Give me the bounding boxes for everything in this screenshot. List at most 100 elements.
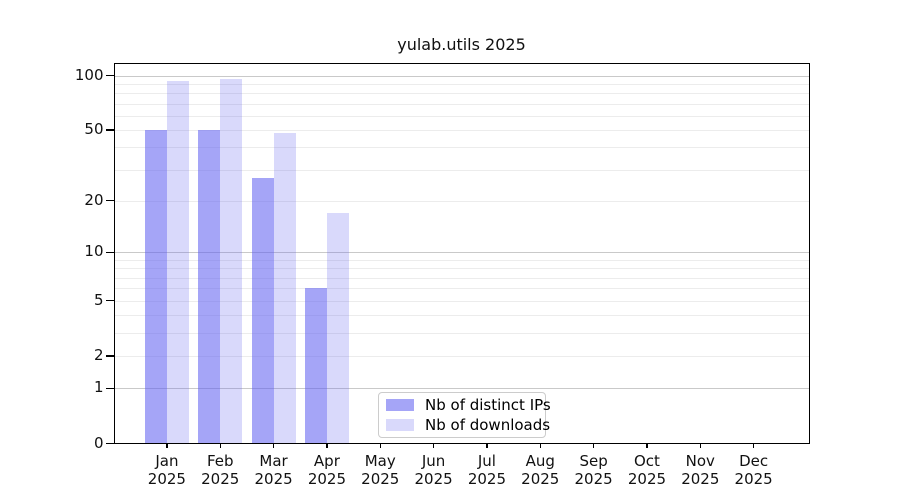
year-label: 2025 xyxy=(521,469,560,488)
year-label: 2025 xyxy=(361,469,400,488)
bar-downloads xyxy=(326,213,349,444)
month-label: Apr xyxy=(313,451,340,470)
x-tick-mark xyxy=(326,443,328,448)
minor-gridline xyxy=(113,259,810,261)
y-tick-label: 50 xyxy=(84,119,104,138)
bar-downloads xyxy=(220,78,243,444)
y-tick-label: 10 xyxy=(84,242,104,261)
minor-gridline xyxy=(113,115,810,117)
minor-gridline xyxy=(113,300,810,302)
x-tick-mark xyxy=(486,443,488,448)
x-tick-mark xyxy=(699,443,701,448)
x-tick-mark xyxy=(166,443,168,448)
major-gridline xyxy=(113,75,810,77)
month-label: Mar xyxy=(259,451,288,470)
month-label: Aug xyxy=(525,451,555,470)
legend-label-distinct-ips: Nb of distinct IPs xyxy=(425,395,551,414)
bar-distinct-ips xyxy=(198,129,221,444)
x-tick-label: Apr 2025 xyxy=(295,452,359,488)
minor-gridline xyxy=(113,129,810,131)
y-tick-label: 100 xyxy=(74,65,104,84)
x-tick-mark xyxy=(433,443,435,448)
y-tick-label: 0 xyxy=(93,433,104,452)
year-label: 2025 xyxy=(201,469,240,488)
major-gridline xyxy=(113,388,810,390)
x-tick-label: Oct 2025 xyxy=(615,452,679,488)
major-gridline xyxy=(113,252,810,254)
minor-gridline xyxy=(113,93,810,95)
month-label: Jun xyxy=(421,451,446,470)
year-label: 2025 xyxy=(254,469,293,488)
x-tick-label: Sep 2025 xyxy=(562,452,626,488)
bar-distinct-ips xyxy=(144,129,167,444)
y-tick-mark xyxy=(106,442,114,445)
minor-gridline xyxy=(113,288,810,290)
y-tick-label: 1 xyxy=(93,378,104,397)
year-label: 2025 xyxy=(627,469,667,488)
minor-gridline xyxy=(113,277,810,279)
month-label: Jul xyxy=(477,451,496,470)
minor-gridline xyxy=(113,315,810,317)
plot-area xyxy=(113,63,810,444)
x-tick-mark xyxy=(379,443,381,448)
bar-distinct-ips xyxy=(304,288,327,444)
minor-gridline xyxy=(113,169,810,171)
year-label: 2025 xyxy=(734,469,773,488)
y-tick-mark xyxy=(106,251,114,253)
y-tick-label: 2 xyxy=(93,345,104,364)
bar-distinct-ips xyxy=(251,177,274,444)
y-tick-mark xyxy=(106,300,114,302)
x-tick-mark xyxy=(593,443,595,448)
x-tick-label: Aug 2025 xyxy=(508,452,572,488)
x-tick-mark xyxy=(539,443,541,448)
minor-gridline xyxy=(113,355,810,357)
year-label: 2025 xyxy=(681,469,720,488)
x-tick-mark xyxy=(219,443,221,448)
year-label: 2025 xyxy=(307,469,346,488)
minor-gridline xyxy=(113,103,810,105)
legend: Nb of distinct IPs Nb of downloads xyxy=(378,392,551,438)
legend-label-downloads: Nb of downloads xyxy=(425,416,551,435)
year-label: 2025 xyxy=(467,469,507,488)
month-label: Sep xyxy=(579,451,608,470)
month-label: Oct xyxy=(633,451,660,470)
minor-gridline xyxy=(113,200,810,202)
year-label: 2025 xyxy=(414,469,453,488)
minor-gridline xyxy=(113,268,810,270)
y-tick-mark xyxy=(106,200,114,202)
month-label: Feb xyxy=(206,451,234,470)
legend-item-downloads: Nb of downloads xyxy=(379,416,550,434)
x-tick-label: May 2025 xyxy=(348,452,412,488)
minor-gridline xyxy=(113,83,810,85)
x-tick-label: Nov 2025 xyxy=(668,452,732,488)
y-tick-mark xyxy=(106,355,114,357)
y-tick-mark xyxy=(106,387,114,389)
bar-downloads xyxy=(273,133,296,444)
x-tick-mark xyxy=(753,443,755,448)
y-tick-label: 5 xyxy=(93,290,104,309)
x-tick-label: Jun 2025 xyxy=(402,452,466,488)
year-label: 2025 xyxy=(147,469,186,488)
year-label: 2025 xyxy=(574,469,613,488)
x-tick-label: Dec 2025 xyxy=(722,452,786,488)
y-tick-label: 20 xyxy=(84,190,104,209)
x-tick-label: Jan 2025 xyxy=(135,452,199,488)
month-label: May xyxy=(364,451,396,470)
month-label: Jan xyxy=(155,451,179,470)
y-tick-mark xyxy=(106,129,114,131)
minor-gridline xyxy=(113,147,810,149)
month-label: Dec xyxy=(739,451,769,470)
x-tick-label: Jul 2025 xyxy=(455,452,519,488)
minor-gridline xyxy=(113,332,810,334)
month-label: Nov xyxy=(685,451,715,470)
x-tick-mark xyxy=(646,443,648,448)
bar-downloads xyxy=(166,81,189,444)
legend-swatch-downloads xyxy=(386,419,414,432)
legend-item-distinct-ips: Nb of distinct IPs xyxy=(379,396,551,414)
legend-swatch-distinct-ips xyxy=(386,398,414,411)
x-tick-mark xyxy=(272,443,275,448)
y-tick-mark xyxy=(106,74,114,77)
x-tick-label: Mar 2025 xyxy=(242,452,306,488)
chart-title: yulab.utils 2025 xyxy=(397,35,526,54)
